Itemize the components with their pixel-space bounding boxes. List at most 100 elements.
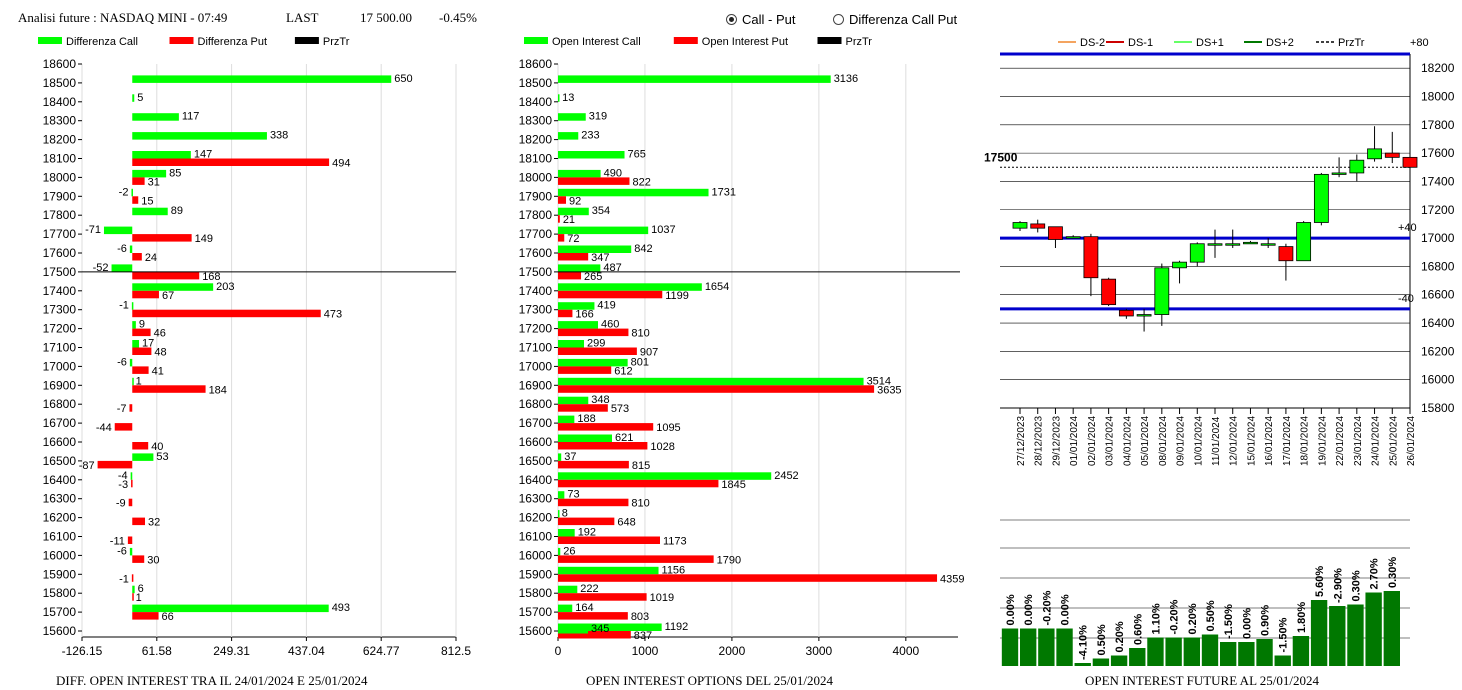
bar-put: [132, 612, 159, 620]
bar-put-label: 149: [195, 233, 213, 245]
bar-future-label: 0.50%: [1096, 624, 1108, 655]
bar-future-label: 0.50%: [1205, 600, 1217, 631]
bar-call: [132, 283, 214, 291]
bar-put: [558, 536, 660, 544]
bar-call-label: -6: [117, 243, 127, 255]
bar-call-label: 348: [591, 394, 609, 406]
y-tick-label: 18500: [519, 76, 553, 90]
y-tick-label: 16200: [519, 511, 553, 525]
y-tick-label: 16500: [519, 454, 553, 468]
candle-body: [1384, 152, 1400, 158]
y-tick-label: 17400: [43, 284, 77, 298]
bar-put: [132, 290, 159, 299]
candle-body: [1278, 246, 1294, 262]
bar-put: [114, 423, 133, 431]
radio-selected-icon[interactable]: [726, 14, 737, 25]
bar-call-label: 2452: [774, 470, 798, 482]
bar-call: [558, 75, 831, 83]
bar-future: [1001, 628, 1019, 666]
bar-future: [1310, 600, 1328, 666]
bar-call-label: 460: [601, 319, 619, 331]
bar-call: [131, 188, 133, 197]
bar-put-label: 1199: [665, 290, 689, 302]
x-tick-label: 09/01/2024: [1176, 416, 1187, 466]
bar-future: [1092, 658, 1110, 666]
bar-call-label: -52: [93, 262, 109, 274]
bar-put-label: -7: [117, 403, 127, 415]
bar-put: [132, 253, 142, 261]
last-label: LAST: [286, 10, 319, 25]
bar-put-label: 30: [147, 554, 159, 566]
bar-put-label: 822: [632, 176, 650, 188]
legend-extra: +80: [1410, 37, 1429, 49]
candle-body: [1048, 226, 1063, 240]
bar-put: [558, 574, 938, 582]
radio-unselected-icon[interactable]: [833, 14, 844, 25]
bar-call: [132, 585, 135, 594]
bar-call: [132, 604, 329, 613]
bar-future-label: -1.50%: [1223, 604, 1235, 639]
y-tick-label: 17200: [1421, 203, 1455, 217]
x-tick-label: 3000: [806, 644, 833, 658]
bar-put-label: 15: [141, 195, 153, 207]
candle-body: [1030, 223, 1046, 229]
candle-body: [1012, 222, 1028, 229]
bar-call-label: 222: [580, 583, 598, 595]
y-tick-label: 16200: [1421, 344, 1455, 358]
bar-call-label: 89: [171, 205, 183, 217]
bar-call: [132, 132, 267, 140]
legend-swatch: [294, 37, 319, 44]
bar-call: [558, 396, 589, 405]
y-tick-label: 15600: [43, 624, 77, 638]
legend-label: PrzTr: [1338, 37, 1365, 49]
last-value: 17 500.00: [360, 10, 412, 25]
y-tick-label: 17600: [43, 246, 77, 260]
y-tick-label: 16300: [43, 492, 77, 506]
y-tick-label: 15900: [43, 567, 77, 581]
bar-put: [558, 517, 615, 526]
bar-call: [103, 226, 133, 235]
candle-body: [1154, 267, 1170, 315]
bar-call: [558, 604, 573, 613]
bar-future: [1347, 604, 1364, 666]
x-tick-label: 4000: [892, 644, 919, 658]
bar-put: [558, 593, 647, 601]
x-tick-label: 61.58: [142, 644, 172, 658]
radio-diff-call-put[interactable]: Differenza Call Put: [833, 12, 957, 27]
bar-future-label: 0.00%: [1060, 594, 1072, 625]
bar-put-label: 473: [324, 309, 342, 321]
bar-put-label: -3: [118, 479, 128, 491]
legend-swatch: [38, 37, 62, 44]
bar-put-label: 168: [202, 271, 220, 283]
bar-call-label: 37: [564, 451, 576, 463]
bar-future: [1274, 655, 1291, 666]
bar-future: [1220, 642, 1237, 666]
bar-call: [132, 151, 191, 159]
bar-put-label: 612: [614, 365, 632, 377]
bar-call-label: 192: [578, 527, 596, 539]
bar-call: [132, 94, 135, 102]
y-tick-label: 17600: [519, 246, 553, 260]
y-tick-label: 16600: [43, 435, 77, 449]
bar-put: [558, 423, 654, 431]
bar-put-label: 1173: [663, 536, 687, 548]
bar-put: [558, 234, 565, 242]
y-tick-label: 17300: [519, 303, 553, 317]
x-tick-label: 25/01/2024: [1388, 416, 1399, 466]
bar-future: [1074, 663, 1091, 666]
bar-call: [132, 113, 179, 121]
caption-left: DIFF. OPEN INTEREST TRA IL 24/01/2024 E …: [56, 673, 368, 688]
bar-put-label: 166: [575, 309, 593, 321]
y-tick-label: 16000: [519, 548, 553, 562]
bar-call: [132, 75, 392, 83]
bar-call-label: 73: [567, 489, 579, 501]
x-tick-label: 19/01/2024: [1317, 416, 1328, 466]
bar-call-label: 299: [587, 338, 605, 350]
bar-call-label: 842: [634, 243, 652, 255]
x-tick-label: 15/01/2024: [1246, 416, 1257, 466]
y-tick-label: 16300: [519, 492, 553, 506]
y-tick-label: 16000: [1421, 373, 1455, 387]
x-tick-label: 05/01/2024: [1140, 416, 1151, 466]
bar-call-label: 319: [589, 111, 607, 123]
radio-call-put[interactable]: Call - Put: [726, 12, 795, 27]
